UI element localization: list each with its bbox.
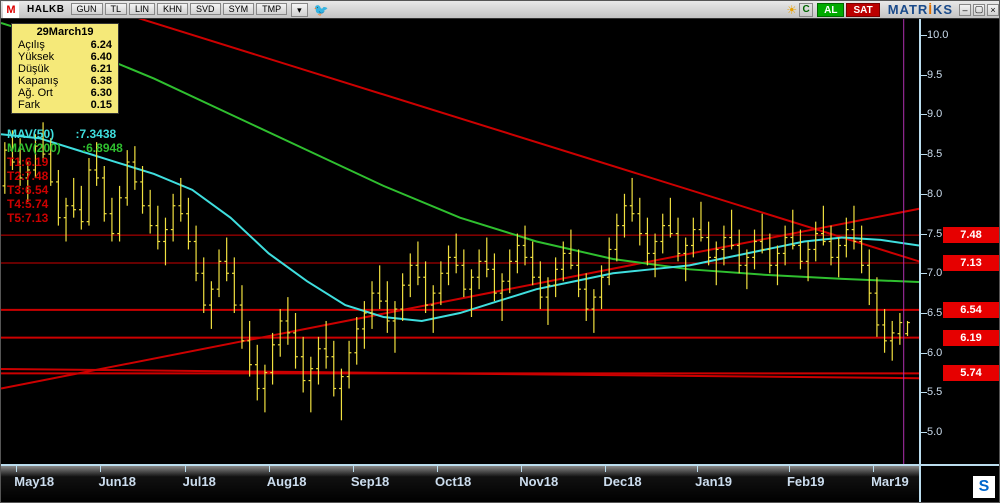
chart-window: M HALKB GUNTLLINKHNSVDSYMTMP ▾ 🐦 ☀ C AL … [0, 0, 1000, 503]
xtick-label: Oct18 [435, 474, 471, 489]
sell-button[interactable]: SAT [846, 3, 879, 17]
xtick-label: Jul18 [183, 474, 216, 489]
maximize-icon[interactable]: ▢ [973, 4, 985, 16]
price-flag: 6.19 [943, 330, 999, 346]
ticker-symbol: HALKB [21, 4, 71, 15]
ohlc-label: Fark [16, 99, 78, 111]
xtick-label: Nov18 [519, 474, 558, 489]
xtick-label: Jun18 [98, 474, 136, 489]
ohlc-date: 29March19 [16, 26, 114, 39]
xtick-label: May18 [14, 474, 54, 489]
ohlc-label: Ağ. Ort [16, 87, 78, 99]
toolbar-btn-tmp[interactable]: TMP [256, 3, 287, 15]
xtick-label: Jan19 [695, 474, 732, 489]
ohlc-value: 6.38 [78, 75, 114, 87]
ytick-label: 5.5 [927, 386, 942, 398]
price-flag: 7.13 [943, 255, 999, 271]
ytick-label: 6.5 [927, 307, 942, 319]
ytick-label: 9.0 [927, 108, 942, 120]
xtick-label: Mar19 [871, 474, 909, 489]
toolbar-btn-svd[interactable]: SVD [190, 3, 221, 15]
price-flag: 5.74 [943, 365, 999, 381]
legend-t3: T3:6.54 [7, 183, 123, 197]
buy-button[interactable]: AL [817, 3, 844, 17]
ohlc-value: 6.40 [78, 51, 114, 63]
indicator-legend: MAV(50) :7.3438MAV(200) :6.8948T1:6.19 T… [7, 127, 123, 225]
ytick-label: 6.0 [927, 347, 942, 359]
legend-mav200: MAV(200) :6.8948 [7, 141, 123, 155]
legend-t1: T1:6.19 [7, 155, 123, 169]
brand-label: MATRİKS [888, 2, 953, 17]
ohlc-label: Düşük [16, 63, 78, 75]
xtick-label: Feb19 [787, 474, 825, 489]
ohlc-label: Kapanış [16, 75, 78, 87]
legend-t4: T4:5.74 [7, 197, 123, 211]
toolbar-btn-tl[interactable]: TL [105, 3, 128, 15]
toolbar: M HALKB GUNTLLINKHNSVDSYMTMP ▾ 🐦 ☀ C AL … [1, 1, 999, 19]
provider-logo-icon: S [973, 476, 995, 498]
y-axis: 5.0 5.5 6.0 6.5 7.0 7.5 8.0 8.5 9.0 9.5 10.0 7.48 7.… [919, 19, 999, 464]
refresh-icon[interactable]: C [799, 3, 813, 17]
minimize-icon[interactable]: – [959, 4, 971, 16]
xtick-label: Aug18 [267, 474, 307, 489]
legend-t2: T2:7.48 [7, 169, 123, 183]
toolbar-btn-khn[interactable]: KHN [157, 3, 188, 15]
ohlc-value: 6.30 [78, 87, 114, 99]
toolbar-btn-lin[interactable]: LIN [129, 3, 155, 15]
price-flag: 7.48 [943, 227, 999, 243]
twitter-icon[interactable]: 🐦 [314, 3, 329, 17]
legend-mav50: MAV(50) :7.3438 [7, 127, 123, 141]
xtick-label: Sep18 [351, 474, 389, 489]
ytick-label: 8.5 [927, 148, 942, 160]
legend-t5: T5:7.13 [7, 211, 123, 225]
app-logo-icon: M [3, 2, 19, 18]
xtick-label: Dec18 [603, 474, 641, 489]
ytick-label: 7.5 [927, 228, 942, 240]
close-icon[interactable]: × [987, 4, 999, 16]
ytick-label: 10.0 [927, 29, 948, 41]
x-axis: May18 Jun18 Jul18 Aug18 Sep18 Oct18 Nov18 Dec18… [1, 464, 919, 502]
ytick-label: 9.5 [927, 69, 942, 81]
ohlc-value: 6.24 [78, 39, 114, 51]
ohlc-value: 0.15 [78, 99, 114, 111]
ohlc-label: Açılış [16, 39, 78, 51]
price-flag: 6.54 [943, 302, 999, 318]
chart-area[interactable]: 29March19 Açılış6.24Yüksek6.40Düşük6.21K… [1, 19, 999, 502]
ohlc-label: Yüksek [16, 51, 78, 63]
ohlc-info-box: 29March19 Açılış6.24Yüksek6.40Düşük6.21K… [11, 23, 119, 114]
dropdown-icon[interactable]: ▾ [291, 3, 308, 17]
ytick-label: 5.0 [927, 426, 942, 438]
axis-corner: S [919, 464, 999, 502]
sun-icon[interactable]: ☀ [786, 3, 797, 17]
toolbar-btn-sym[interactable]: SYM [223, 3, 255, 15]
ohlc-value: 6.21 [78, 63, 114, 75]
toolbar-btn-gun[interactable]: GUN [71, 3, 103, 15]
ytick-label: 7.0 [927, 267, 942, 279]
ytick-label: 8.0 [927, 188, 942, 200]
